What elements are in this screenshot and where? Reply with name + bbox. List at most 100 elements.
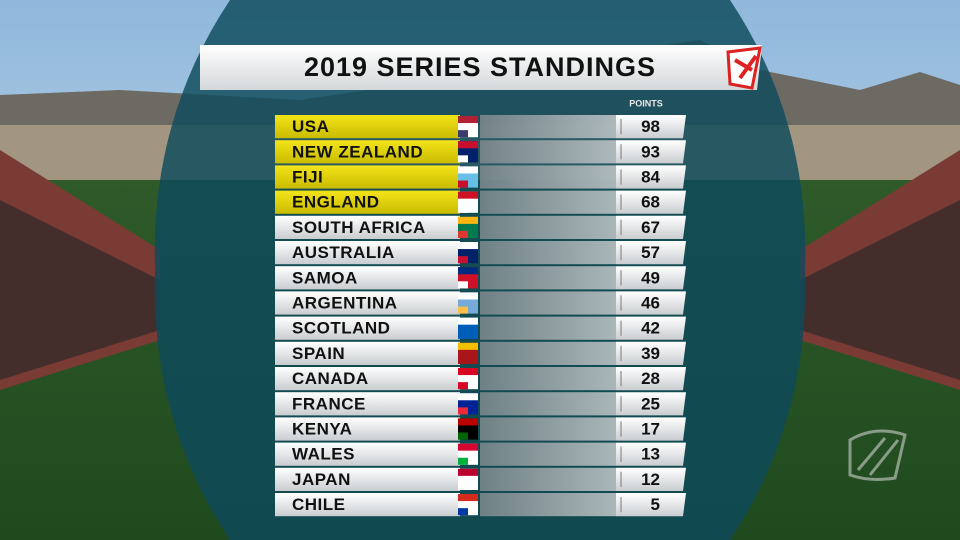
flag-icon [458,468,478,490]
team-cell [275,341,460,365]
flag-part [458,393,478,401]
flag-part [458,292,478,300]
standing-row: SAMOA 49 [275,266,686,290]
points-cell [616,266,686,290]
team-points: 67 [641,218,660,237]
flag-part [458,306,468,314]
team-points: 98 [641,117,660,136]
flag-part [458,130,468,138]
team-points: 42 [641,319,660,338]
spacer-cell [480,367,616,391]
team-points: 12 [641,470,660,489]
team-points: 39 [641,344,660,363]
standing-row: WALES 13 [275,442,686,466]
standing-row: SOUTH AFRICA 67 [275,215,686,239]
standing-row: CANADA 28 [275,367,686,391]
flag-part [458,317,478,325]
flag-part [458,205,468,213]
standing-row: AUSTRALIA 57 [275,241,686,265]
team-name: FRANCE [292,394,366,413]
flag-part [458,191,478,199]
points-cell [616,215,686,239]
flag-part [458,230,468,238]
team-cell [275,291,460,315]
flag-icon [458,292,478,314]
spacer-cell [480,291,616,315]
column-header: POINTS [629,98,663,108]
flag-part [458,267,478,275]
points-cell [616,392,686,416]
flag-part [458,418,478,426]
team-cell [275,215,460,239]
spacer-cell [480,140,616,164]
flag-part [458,482,468,490]
standing-row: JAPAN 12 [275,467,686,491]
flag-icon [458,242,478,264]
flag-icon [458,418,478,440]
flag-part [458,494,478,502]
team-name: CHILE [292,495,346,514]
points-cell [616,291,686,315]
title: 2019 SERIES STANDINGS [304,52,656,82]
flag-part [458,116,478,124]
standing-row: SCOTLAND 42 [275,316,686,340]
team-name: WALES [292,445,355,464]
standing-row: FIJI 84 [275,165,686,189]
team-points: 17 [641,419,660,438]
watermark-logo [848,429,907,481]
flag-part [458,443,478,451]
standing-row: SPAIN 39 [275,341,686,365]
team-points: 57 [641,243,660,262]
team-points: 93 [641,142,660,161]
points-cell [616,190,686,214]
standing-row: CHILE 5 [275,493,686,517]
spacer-cell [480,190,616,214]
spacer-cell [480,115,616,139]
flag-part [458,508,468,516]
spacer-cell [480,493,616,517]
team-name: CANADA [292,369,369,388]
spacer-cell [480,392,616,416]
flag-icon [458,116,478,138]
flag-icon [458,141,478,163]
flag-part [458,216,478,224]
team-name: JAPAN [292,470,351,489]
flag-part [458,407,468,415]
flag-part [458,342,478,350]
standing-row: NEW ZEALAND 93 [275,140,686,164]
team-cell [275,442,460,466]
spacer-cell [480,442,616,466]
flag-part [458,155,468,163]
points-cell [616,316,686,340]
spacer-cell [480,266,616,290]
spacer-cell [480,316,616,340]
standing-row: KENYA 17 [275,417,686,441]
spacer-cell [480,417,616,441]
points-cell [616,165,686,189]
flag-icon [458,443,478,465]
team-cell [275,367,460,391]
flag-icon [458,166,478,188]
points-cell [616,341,686,365]
standing-row: ARGENTINA 46 [275,291,686,315]
spacer-cell [480,165,616,189]
team-points: 28 [641,369,660,388]
team-points: 13 [641,445,660,464]
series-logo [726,46,762,90]
points-cell [616,241,686,265]
team-cell [275,140,460,164]
flag-icon [458,342,478,364]
team-name: SPAIN [292,344,345,363]
standing-row: FRANCE 25 [275,392,686,416]
spacer-cell [480,467,616,491]
team-points: 5 [651,495,660,514]
title-bar: 2019 SERIES STANDINGS [200,45,762,90]
standings-table: USA 98 NEW ZEALAND 93 FIJI 84 ENGLAND 68 SOUTH A… [275,115,686,517]
team-cell [275,467,460,491]
flag-icon [458,216,478,238]
team-name: SAMOA [292,268,358,287]
team-points: 25 [641,394,660,413]
team-name: SOUTH AFRICA [292,218,426,237]
